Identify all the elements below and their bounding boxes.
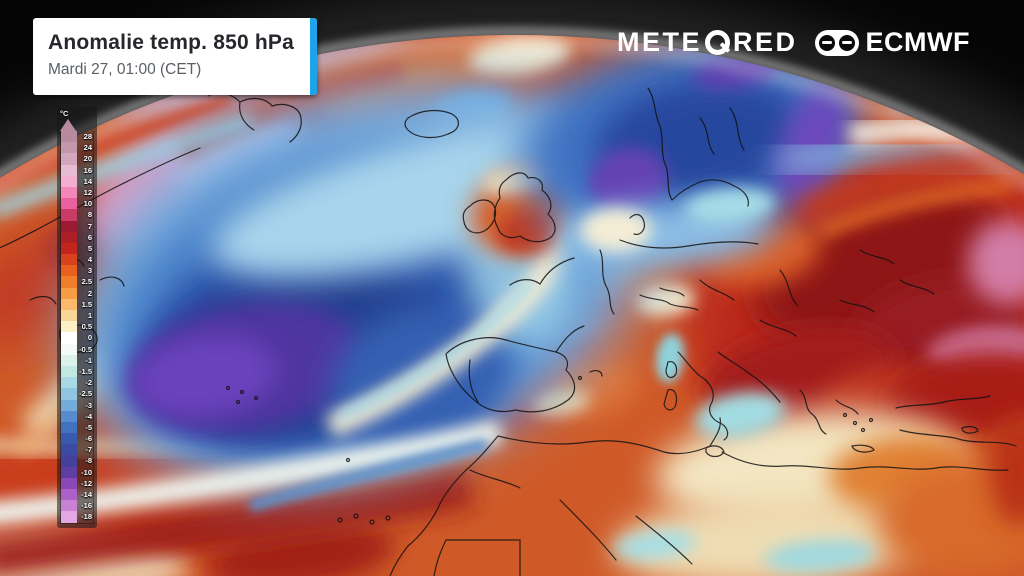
legend-band: 10 <box>61 198 93 210</box>
legend-band: 12 <box>61 186 93 199</box>
map-title: Anomalie temp. 850 hPa <box>48 31 294 54</box>
legend-band: -14 <box>61 489 93 501</box>
legend-band: -8 <box>61 455 93 467</box>
legend-band: -6 <box>61 433 93 445</box>
meteored-text-post: RED <box>733 27 798 57</box>
legend-band: -12 <box>61 477 93 489</box>
meteored-o-icon <box>705 30 731 55</box>
legend-band: 2 <box>61 287 93 299</box>
legend-band: -3 <box>61 399 93 411</box>
legend-arrow <box>60 119 76 131</box>
legend-band: 24 <box>61 142 93 154</box>
map-valid-time: Mardi 27, 01:00 (CET) <box>48 61 202 79</box>
legend-band: -1.5 <box>61 365 93 378</box>
legend-band: 2.5 <box>61 276 93 288</box>
legend-band: 16 <box>61 164 93 176</box>
legend-band: -2 <box>61 377 93 389</box>
legend-band: 1 <box>61 310 93 322</box>
legend-band: 28 <box>61 131 93 143</box>
legend-band: -4 <box>61 410 93 422</box>
meteored-text-pre: METE <box>616 27 702 57</box>
legend-band: 0 <box>61 332 93 344</box>
title-card: Anomalie temp. 850 hPa Mardi 27, 01:00 (… <box>33 18 317 95</box>
atmosphere-glow <box>0 0 1024 190</box>
legend-band: -5 <box>61 421 93 434</box>
legend-bands: 28 24 20 16 14 12 10 8 7 6 5 4 3 2.5 2 1.5 1 0.5 0 -0.5 -1 -1… <box>60 131 94 524</box>
limb-highlight <box>0 35 1024 576</box>
branding: METE RED ECMWF <box>617 29 970 56</box>
legend-band: -10 <box>61 466 93 478</box>
legend-band: 5 <box>61 242 93 255</box>
legend-band: 20 <box>61 153 93 165</box>
compass-needle-icon <box>719 42 731 53</box>
legend-band: 0.5 <box>61 321 93 333</box>
legend-band: 4 <box>61 254 93 266</box>
legend-band: 1.5 <box>61 298 93 310</box>
temperature-legend: °C 28 24 20 16 14 12 10 8 7 6 5 4 3 2.5 2 1.5 1 0.5 0 -0.5-… <box>57 107 97 528</box>
ecmwf-logo: ECMWF <box>814 27 970 57</box>
legend-band: -16 <box>61 500 93 512</box>
country-borders <box>0 87 1017 576</box>
legend-band: 3 <box>61 265 93 277</box>
ecmwf-text: ECMWF <box>865 27 970 57</box>
legend-band: -2.5 <box>61 388 93 400</box>
legend-band: 7 <box>61 220 93 232</box>
legend-band: 8 <box>61 209 93 221</box>
legend-band: -7 <box>61 444 93 456</box>
legend-unit-label: °C <box>60 109 69 118</box>
ecmwf-icon <box>814 29 859 56</box>
meteored-logo: METE RED <box>617 29 798 56</box>
legend-band: 14 <box>61 175 93 187</box>
legend-band: 6 <box>61 231 93 243</box>
legend-band: -1 <box>61 354 93 366</box>
card-accent-stripe <box>310 18 317 95</box>
legend-band: -0.5 <box>61 343 93 355</box>
legend-band: -18 <box>61 511 93 523</box>
